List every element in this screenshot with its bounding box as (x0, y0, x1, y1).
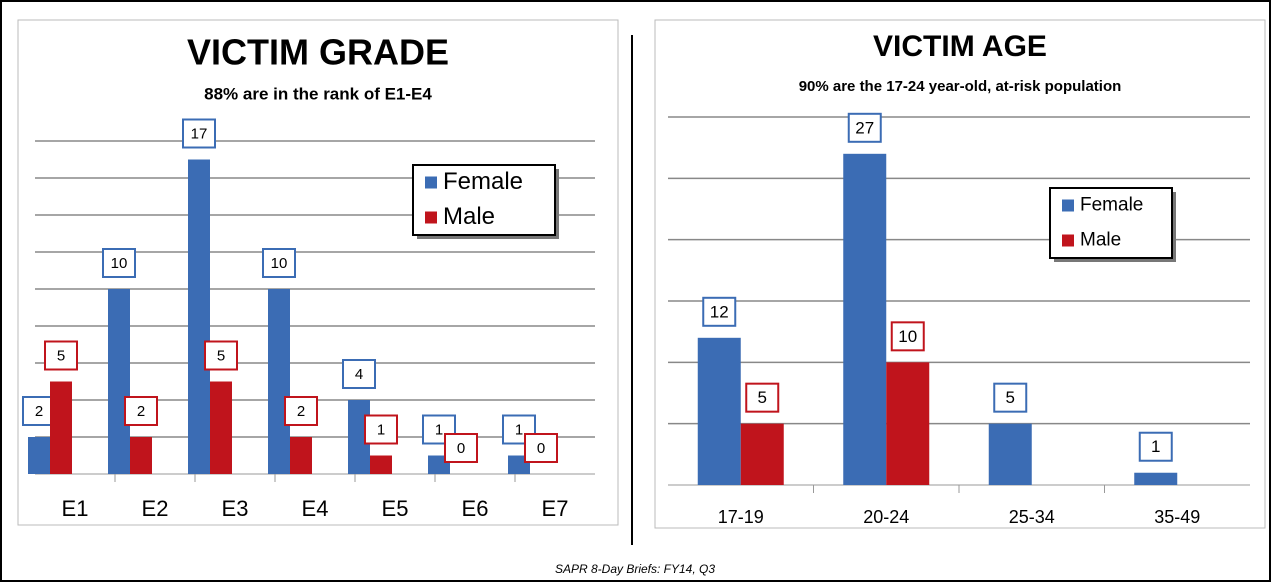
data-label: 1 (515, 421, 523, 438)
data-label: 12 (710, 302, 729, 321)
data-label-box (847, 112, 882, 143)
data-label-box (890, 321, 925, 352)
x-tick-label: 20-24 (863, 507, 909, 527)
data-label-box (284, 396, 318, 426)
bar (697, 337, 741, 485)
bar (108, 289, 130, 474)
chart-title: VICTIM AGE (873, 30, 1047, 63)
chart-subtitle: 90% are the 17-24 year-old, at-risk popu… (799, 78, 1122, 95)
data-label: 5 (217, 347, 225, 364)
x-tick-label: E2 (142, 496, 169, 521)
data-label-box (262, 248, 296, 278)
bar (188, 159, 210, 474)
bar (268, 289, 290, 474)
bar (290, 437, 312, 474)
data-label-box (364, 414, 398, 445)
data-label-box (702, 296, 737, 327)
legend-swatch (1062, 199, 1074, 212)
data-label: 2 (297, 403, 305, 420)
x-tick-label: E6 (462, 496, 489, 521)
data-label-box (204, 340, 238, 371)
data-label: 0 (457, 440, 465, 457)
bar (210, 381, 232, 474)
data-label-box (1138, 431, 1173, 462)
legend-label: Female (1080, 195, 1143, 216)
legend-label: Male (1080, 230, 1121, 251)
bar (843, 153, 887, 486)
data-label: 2 (137, 403, 145, 420)
data-label: 5 (1006, 388, 1015, 407)
data-label: 27 (855, 118, 874, 137)
data-label: 1 (1151, 437, 1160, 456)
data-label: 4 (355, 366, 363, 383)
data-label-box (102, 248, 136, 278)
data-label: 10 (898, 327, 917, 346)
bar (370, 455, 392, 474)
data-label: 5 (758, 388, 767, 407)
bar (740, 423, 784, 485)
x-tick-label: E7 (542, 496, 569, 521)
data-label-box (182, 118, 216, 149)
x-tick-label: E5 (382, 496, 409, 521)
legend-label: Female (443, 168, 523, 195)
legend-label: Male (443, 203, 495, 230)
data-label: 17 (191, 125, 208, 142)
legend-swatch (425, 211, 437, 224)
data-label: 1 (435, 421, 443, 438)
data-label-box (44, 340, 78, 371)
bar (886, 362, 930, 485)
data-label: 1 (377, 421, 385, 438)
data-label-box (524, 433, 558, 463)
chart-subtitle: 88% are in the rank of E1-E4 (204, 84, 432, 103)
data-label-box (124, 396, 158, 426)
data-label-box (993, 382, 1028, 413)
footer: SAPR 8-Day Briefs: FY14, Q3 (555, 562, 715, 576)
x-tick-label: E4 (302, 496, 329, 521)
bar (28, 437, 50, 474)
bar (988, 423, 1032, 485)
bar (130, 437, 152, 474)
data-label-box (745, 382, 780, 413)
x-tick-label: E3 (222, 496, 249, 521)
data-label-box (22, 396, 56, 426)
data-label-box (444, 433, 478, 463)
data-label: 10 (271, 255, 288, 272)
bar (1134, 472, 1178, 485)
x-tick-label: 35-49 (1154, 507, 1200, 527)
data-label: 2 (35, 403, 43, 420)
data-label: 5 (57, 347, 65, 364)
bar (50, 381, 72, 474)
legend-swatch (425, 176, 437, 189)
data-label: 0 (537, 440, 545, 457)
x-tick-label: 25-34 (1009, 507, 1055, 527)
x-tick-label: E1 (62, 496, 89, 521)
chart-title: VICTIM GRADE (187, 32, 449, 73)
legend-swatch (1062, 234, 1074, 247)
x-tick-label: 17-19 (718, 507, 764, 527)
data-label-box (342, 359, 376, 389)
data-label: 10 (111, 255, 128, 272)
